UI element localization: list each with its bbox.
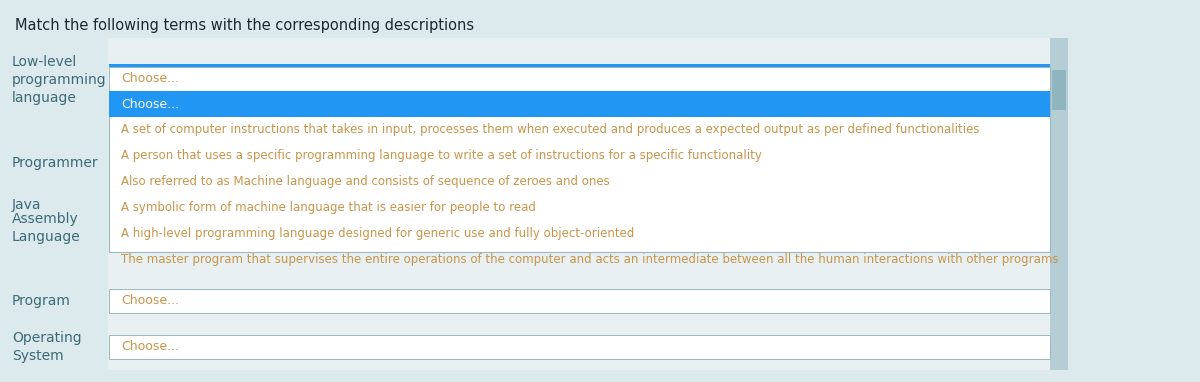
Text: Choose...: Choose... <box>121 295 179 308</box>
Bar <box>109 67 1050 91</box>
Text: Choose...: Choose... <box>121 97 179 110</box>
Text: A set of computer instructions that takes in input, processes them when executed: A set of computer instructions that take… <box>121 123 979 136</box>
Text: Also referred to as Machine language and consists of sequence of zeroes and ones: Also referred to as Machine language and… <box>121 175 610 188</box>
Bar <box>1052 70 1066 110</box>
Bar <box>109 91 1050 252</box>
Bar <box>109 335 1050 359</box>
Bar <box>109 64 1050 67</box>
Text: A high-level programming language designed for generic use and fully object-orie: A high-level programming language design… <box>121 228 635 241</box>
Text: Assembly
Language: Assembly Language <box>12 212 80 244</box>
Text: The master program that supervises the entire operations of the computer and act: The master program that supervises the e… <box>121 254 1058 267</box>
Text: Programmer: Programmer <box>12 156 98 170</box>
Text: Java: Java <box>12 198 42 212</box>
Text: Choose...: Choose... <box>121 73 179 86</box>
Text: Match the following terms with the corresponding descriptions: Match the following terms with the corre… <box>14 18 474 33</box>
Text: Low-level
programming
language: Low-level programming language <box>12 55 107 105</box>
Text: A symbolic form of machine language that is easier for people to read: A symbolic form of machine language that… <box>121 201 536 215</box>
Text: Operating
System: Operating System <box>12 331 82 363</box>
Text: A person that uses a specific programming language to write a set of instruction: A person that uses a specific programmin… <box>121 149 762 162</box>
Bar <box>109 91 1050 117</box>
Bar <box>109 289 1050 313</box>
Bar <box>1050 38 1068 370</box>
Bar <box>108 38 1068 370</box>
Text: Choose...: Choose... <box>121 340 179 353</box>
Text: Program: Program <box>12 294 71 308</box>
